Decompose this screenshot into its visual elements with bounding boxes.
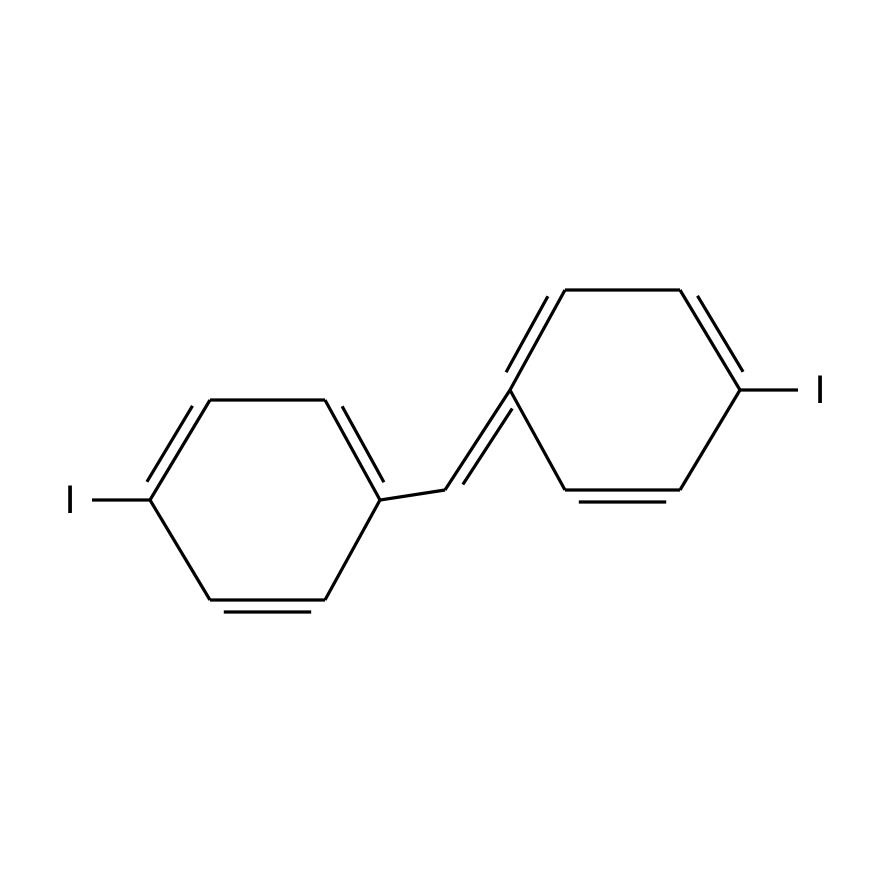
atom-label: I [814,368,825,412]
molecule-diagram: II [0,0,890,890]
atom-label: I [64,478,75,522]
